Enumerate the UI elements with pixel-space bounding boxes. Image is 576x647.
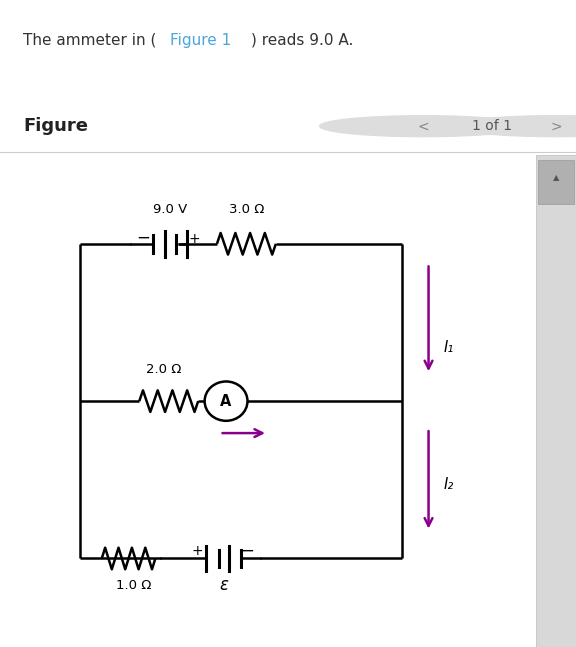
Circle shape <box>204 382 248 421</box>
Text: Figure 1: Figure 1 <box>170 33 231 48</box>
Text: −: − <box>137 229 150 247</box>
Text: <: < <box>418 119 429 133</box>
Text: 1.0 Ω: 1.0 Ω <box>116 579 151 592</box>
Text: A: A <box>221 393 232 409</box>
Text: +: + <box>188 232 200 246</box>
Text: 2.0 Ω: 2.0 Ω <box>146 362 181 376</box>
Text: I₂: I₂ <box>444 477 454 492</box>
Text: ) reads 9.0 A.: ) reads 9.0 A. <box>251 33 353 48</box>
Text: The ammeter in (: The ammeter in ( <box>23 33 157 48</box>
Text: 3.0 Ω: 3.0 Ω <box>229 203 264 216</box>
FancyBboxPatch shape <box>538 160 574 204</box>
Text: ▲: ▲ <box>552 173 559 182</box>
Text: 9.0 V: 9.0 V <box>153 203 187 216</box>
Text: ε: ε <box>219 576 228 595</box>
Circle shape <box>320 116 527 137</box>
Text: −: − <box>241 542 255 560</box>
Text: +: + <box>191 543 203 558</box>
Circle shape <box>452 116 576 137</box>
Text: Figure: Figure <box>23 117 88 135</box>
Text: 1 of 1: 1 of 1 <box>472 119 512 133</box>
Text: I₁: I₁ <box>444 340 454 355</box>
FancyBboxPatch shape <box>536 155 576 647</box>
Text: >: > <box>550 119 562 133</box>
